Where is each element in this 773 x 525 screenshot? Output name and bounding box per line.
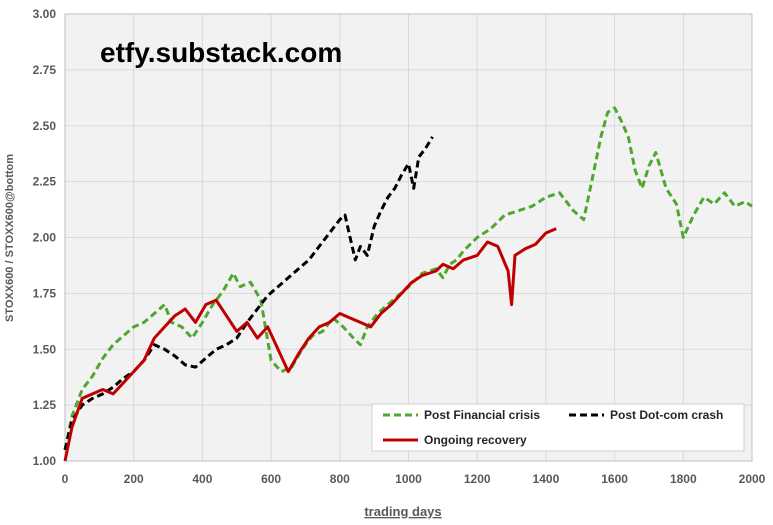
legend-box	[371, 403, 745, 452]
legend-label-post-dotcom-crash: Post Dot-com crash	[610, 408, 723, 422]
series-lines	[63, 106, 753, 462]
x-tick-label: 1800	[670, 472, 697, 486]
x-tick-label: 800	[330, 472, 350, 486]
y-tick-label: 2.25	[33, 175, 57, 189]
y-tick-label: 1.00	[33, 454, 57, 468]
y-axis-title: STOXX600 / STOXX600@bottom	[4, 154, 16, 322]
y-tick-label: 2.75	[33, 63, 57, 77]
watermark-text: etfy.substack.com	[100, 37, 342, 68]
y-tick-label: 2.50	[33, 119, 57, 133]
x-tick-label: 2000	[739, 472, 766, 486]
y-tick-label: 1.50	[33, 342, 57, 356]
axis-ticks: 1.00 1.25 1.50 1.75 2.00 2.25 2.50 2.75 3.00 0 200…	[33, 7, 766, 486]
legend: Post Financial crisis Post Dot-com crash…	[371, 403, 745, 452]
x-tick-label: 1200	[464, 472, 491, 486]
x-tick-label: 600	[261, 472, 281, 486]
x-axis-title: trading days	[364, 504, 441, 519]
legend-label-post-financial-crisis: Post Financial crisis	[424, 408, 540, 422]
y-tick-label: 1.75	[33, 286, 57, 300]
x-tick-label: 1600	[601, 472, 628, 486]
y-tick-label: 1.25	[33, 398, 57, 412]
series-line-ongoing-recovery	[63, 227, 557, 462]
y-tick-label: 3.00	[33, 7, 57, 21]
plot-border	[64, 13, 753, 462]
x-tick-label: 200	[124, 472, 144, 486]
x-tick-label: 0	[62, 472, 69, 486]
x-tick-label: 400	[192, 472, 212, 486]
legend-label-ongoing-recovery: Ongoing recovery	[424, 433, 527, 447]
x-tick-label: 1400	[533, 472, 560, 486]
x-tick-label: 1000	[395, 472, 422, 486]
y-tick-label: 2.00	[33, 231, 57, 245]
